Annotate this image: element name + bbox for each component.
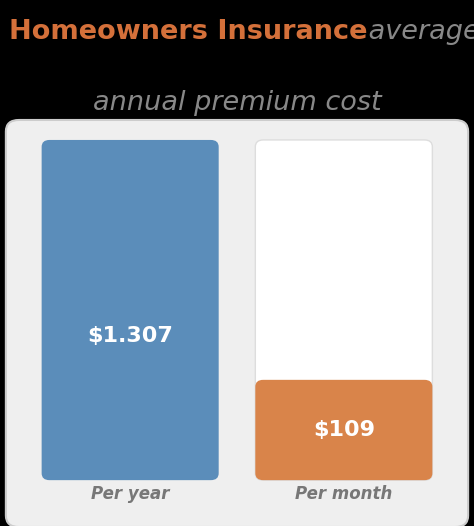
Text: Homeowners Insurance: Homeowners Insurance: [9, 19, 368, 45]
FancyBboxPatch shape: [255, 140, 432, 480]
FancyBboxPatch shape: [6, 120, 468, 526]
Text: annual premium cost: annual premium cost: [93, 90, 381, 116]
Text: Per year: Per year: [91, 485, 169, 503]
Text: $109: $109: [313, 420, 375, 440]
Text: Per month: Per month: [295, 485, 392, 503]
FancyBboxPatch shape: [255, 380, 432, 480]
FancyBboxPatch shape: [42, 140, 219, 480]
Text: $1.307: $1.307: [87, 326, 173, 346]
Text: average: average: [360, 19, 474, 45]
